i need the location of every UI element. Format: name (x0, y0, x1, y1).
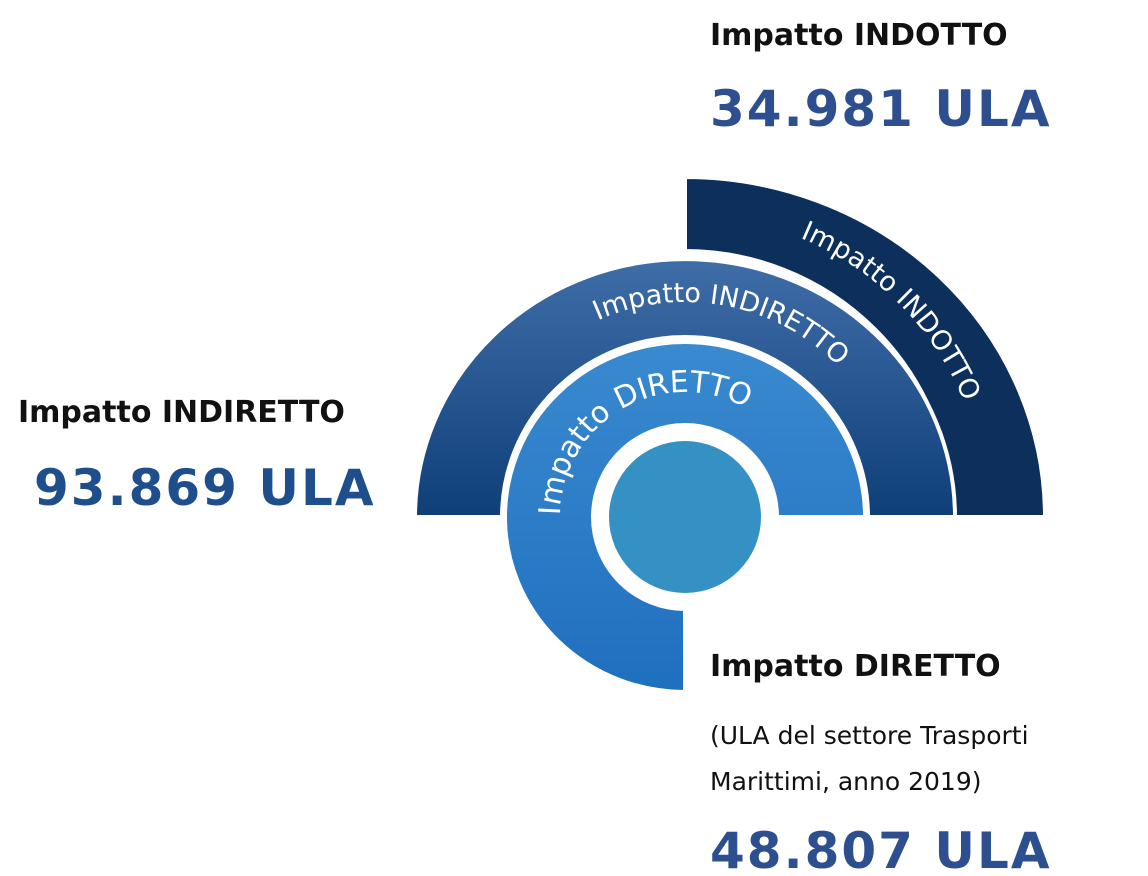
callout-value: 48.807 ULA (710, 822, 1052, 876)
callout-title: Impatto DIRETTO (710, 649, 1001, 684)
callout-note: (ULA del settore Trasporti (710, 721, 1029, 750)
callout-title: Impatto INDIRETTO (18, 395, 345, 430)
ring-indiretto (412, 257, 958, 519)
callout-value: 34.981 ULA (710, 80, 1052, 138)
callout-value: 93.869 ULA (34, 459, 376, 517)
callout-note: Marittimi, anno 2019) (710, 767, 981, 796)
callout-title: Impatto INDOTTO (710, 18, 1008, 53)
core-circle (609, 441, 761, 593)
ring-diretto (503, 340, 868, 695)
